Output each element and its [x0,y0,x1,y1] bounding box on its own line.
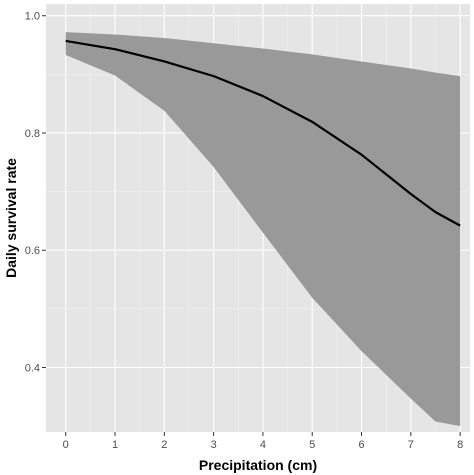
x-tick-label: 8 [457,439,463,451]
x-tick-label: 3 [211,439,217,451]
y-axis: 0.4 0.6 0.8 1.0 [25,11,46,375]
y-tick-label: 1.0 [25,11,40,23]
confidence-band [65,32,461,427]
x-tick-label: 6 [358,439,364,451]
x-tick-label: 1 [112,439,118,451]
y-tick-label: 0.8 [25,128,40,140]
x-axis-title: Precipitation (cm) [199,457,317,473]
y-tick-label: 0.4 [25,363,40,375]
x-tick-label: 0 [63,439,69,451]
x-axis: 0 1 2 3 4 5 6 7 8 [63,432,463,451]
y-tick-label: 0.6 [25,245,40,257]
x-tick-label: 7 [408,439,414,451]
survival-curve [65,39,461,227]
x-tick-label: 5 [309,439,315,451]
x-tick-label: 2 [161,439,167,451]
x-tick-label: 4 [260,439,266,451]
y-axis-title: Daily survival rate [3,158,19,278]
